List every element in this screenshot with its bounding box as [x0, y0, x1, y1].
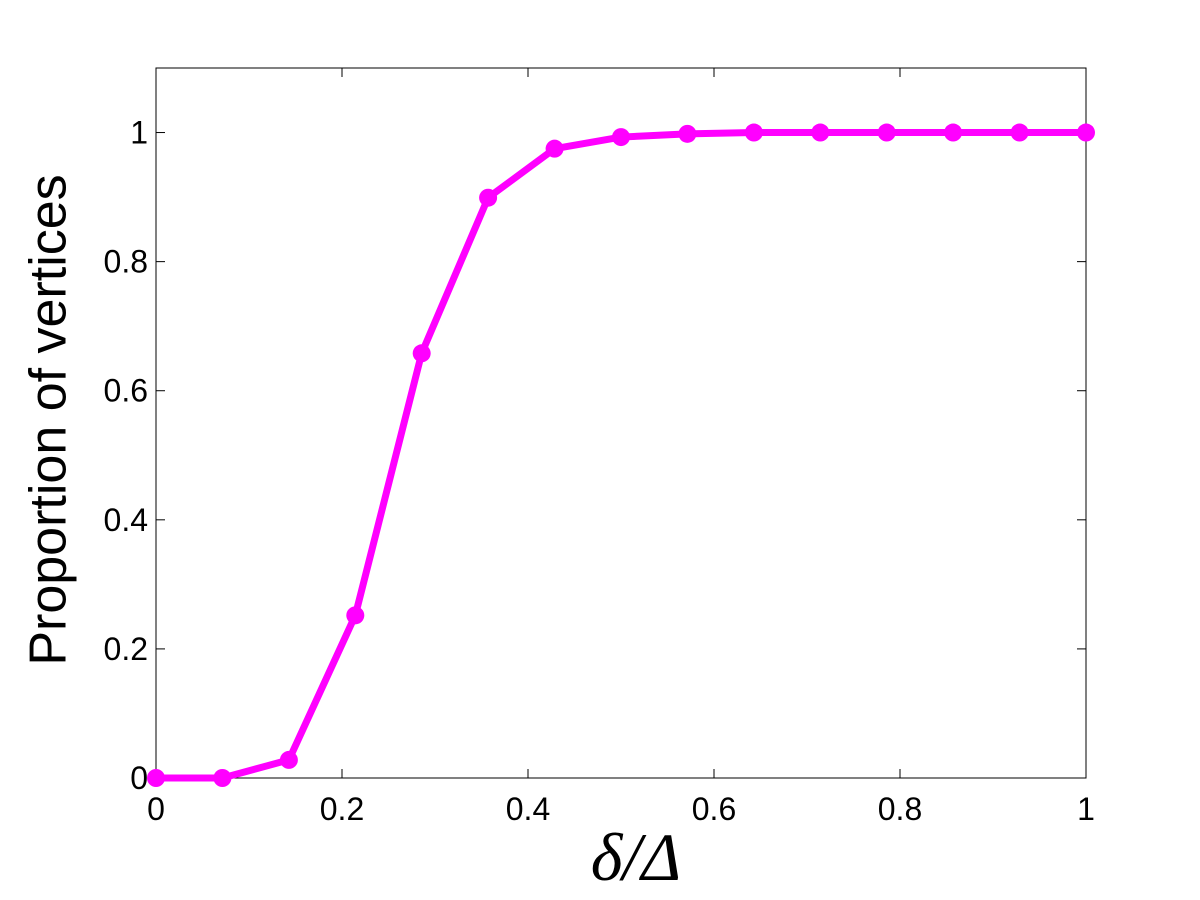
y-tick-label: 1	[130, 115, 148, 151]
marker	[213, 769, 232, 787]
marker	[612, 128, 630, 147]
marker	[877, 123, 896, 142]
x-tick-label: 0	[147, 791, 165, 827]
x-tick-label: 0.2	[320, 791, 364, 827]
marker	[412, 344, 431, 363]
marker	[346, 606, 365, 625]
marker	[545, 139, 564, 158]
y-tick-label: 0.8	[104, 244, 148, 280]
y-tick-label: 0.2	[104, 631, 148, 667]
marker	[279, 750, 298, 769]
marker	[944, 123, 963, 142]
marker	[479, 188, 498, 207]
y-axis-label: Proportion of vertices	[20, 174, 78, 665]
x-tick-label: 0.6	[692, 791, 736, 827]
marker	[1010, 123, 1029, 142]
marker	[678, 124, 697, 143]
marker	[811, 123, 830, 142]
y-tick-label: 0	[130, 760, 148, 796]
plot-frame	[155, 67, 1087, 779]
x-axis-label: δ/Δ	[591, 819, 681, 895]
y-tick-label: 0.6	[104, 373, 148, 409]
marker	[147, 769, 165, 787]
x-tick-label: 0.8	[878, 791, 922, 827]
y-tick-label: 0.4	[104, 502, 148, 538]
marker	[744, 123, 763, 142]
x-tick-label: 0.4	[506, 791, 550, 827]
marker	[1077, 123, 1095, 142]
x-tick-label: 1	[1077, 791, 1095, 827]
